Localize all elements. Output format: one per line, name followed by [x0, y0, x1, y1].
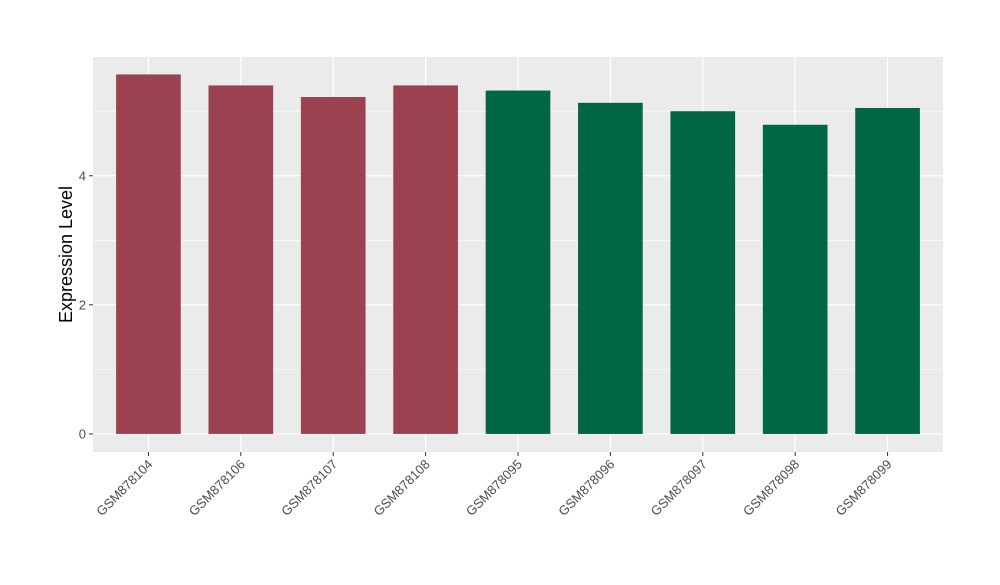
bar-GSM878106: [208, 85, 274, 434]
x-tick-label: GSM878104: [93, 457, 155, 519]
bar-GSM878096: [578, 102, 643, 434]
bar-GSM878097: [670, 111, 736, 434]
bar-GSM878095: [485, 90, 551, 434]
bar-GSM878107: [300, 97, 366, 434]
bar-GSM878099: [855, 107, 920, 434]
y-tick-label: 2: [79, 297, 86, 312]
y-axis-label: Expression Level: [56, 186, 76, 323]
x-tick-label: GSM878099: [832, 457, 894, 519]
x-tick-label: GSM878096: [555, 457, 617, 519]
bar-GSM878098: [762, 124, 828, 434]
x-tick-label: GSM878095: [463, 457, 525, 519]
y-tick-label: 4: [79, 168, 86, 183]
x-tick-label: GSM878107: [278, 457, 340, 519]
x-tick-label: GSM878106: [186, 457, 248, 519]
x-tick-label: GSM878108: [371, 457, 433, 519]
x-tick-label: GSM878098: [740, 457, 802, 519]
x-tick-label: GSM878097: [648, 457, 710, 519]
bar-GSM878108: [393, 85, 458, 434]
bar-GSM878104: [116, 74, 181, 434]
y-tick-label: 0: [79, 426, 86, 441]
